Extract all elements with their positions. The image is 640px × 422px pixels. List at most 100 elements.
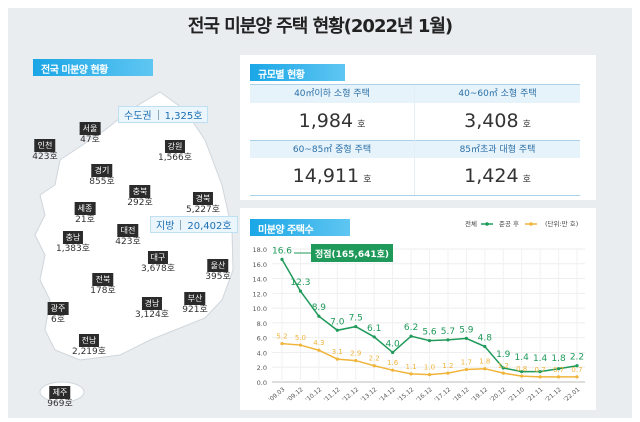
capital-label: 수도권 — [124, 111, 152, 122]
region-value: 47호 — [80, 135, 100, 145]
x-tick-label: '17.12 — [433, 386, 452, 404]
y-tick-label: 0.0 — [257, 379, 267, 387]
y-tick-label: 8.0 — [257, 320, 267, 328]
region-value: 395호 — [205, 272, 231, 282]
x-tick-label: '12.12 — [341, 386, 360, 404]
region-label: 경남 3,124호 — [135, 295, 169, 321]
data-point — [391, 368, 395, 372]
region-name: 경기 — [91, 164, 113, 177]
region-value: 423호 — [115, 237, 141, 247]
data-label: 1.2 — [442, 362, 453, 370]
x-tick-label: '09.12 — [286, 386, 305, 404]
data-point — [409, 372, 413, 376]
data-point — [372, 364, 376, 368]
data-label: 0.8 — [516, 365, 527, 373]
data-point — [538, 375, 542, 379]
region-value: 3,678호 — [140, 264, 176, 274]
data-point — [280, 341, 284, 346]
data-label: 1.7 — [461, 358, 472, 366]
region-label: 부산 921호 — [182, 290, 208, 316]
region-value: 969호 — [47, 399, 73, 409]
data-point — [427, 339, 432, 343]
region-label: 세종 21호 — [74, 200, 96, 226]
data-label: 2.2 — [570, 353, 584, 363]
region-name: 대구 — [147, 251, 169, 264]
size-label: 40㎡이하 소형 주택 — [250, 85, 414, 103]
data-point — [372, 335, 376, 339]
data-label: 1.4 — [515, 353, 530, 363]
region-name: 광주 — [47, 302, 69, 315]
data-point — [538, 370, 542, 374]
data-point — [464, 336, 468, 341]
region-value: 3,124호 — [134, 310, 170, 320]
region-value: 292호 — [127, 198, 153, 208]
legend-marker — [529, 222, 533, 226]
data-label: 5.6 — [422, 328, 437, 338]
capital-value: 1,325호 — [164, 111, 203, 122]
region-value: 178호 — [90, 286, 116, 296]
region-name: 인천 — [34, 139, 56, 152]
x-tick-label: '11.12 — [323, 386, 342, 404]
region-label: 경기 855호 — [89, 162, 115, 188]
size-cell: 40~60㎡ 소형 주택 3,408 호 — [415, 85, 580, 140]
data-label: 1.6 — [387, 359, 399, 367]
size-value: 1,424 — [464, 165, 519, 187]
data-point — [520, 370, 524, 374]
data-label: 1.0 — [424, 364, 435, 372]
x-tick-label: '09.03 — [267, 386, 286, 404]
region-label: 대전 423호 — [115, 222, 141, 248]
data-point — [446, 338, 450, 342]
data-point — [298, 343, 303, 347]
legend-label: 전체 — [465, 219, 477, 228]
data-label: 2.2 — [369, 355, 380, 363]
region-name: 제주 — [49, 386, 71, 399]
data-label: 4.8 — [478, 334, 493, 344]
data-label: 1.1 — [405, 363, 416, 371]
region-label: 충북 292호 — [127, 183, 153, 209]
map-tag: 전국 미분양 현황 — [33, 59, 153, 76]
y-tick-label: 4.0 — [257, 349, 267, 357]
region-value: 1,566호 — [157, 153, 193, 163]
page-title: 전국 미분양 주택 현황(2022년 1월) — [187, 16, 453, 37]
region-name: 울산 — [207, 259, 229, 272]
data-point — [354, 358, 358, 363]
data-point — [280, 257, 284, 261]
region-label: 경북 5,227호 — [186, 190, 220, 216]
data-point — [483, 367, 487, 371]
data-label: 0.7 — [553, 366, 564, 374]
size-label: 60~85㎡ 중형 주택 — [250, 140, 414, 158]
data-label: 1.2 — [498, 362, 509, 370]
y-tick-label: 18.0 — [253, 246, 267, 254]
peak-annotation-box — [311, 244, 393, 262]
legend-marker — [485, 222, 489, 226]
data-label: 2.9 — [350, 350, 361, 358]
region-name: 서울 — [79, 122, 101, 135]
unit-note: (단위:만 호) — [545, 219, 578, 228]
x-tick-label: '20.12 — [489, 386, 508, 404]
size-cell: 40㎡이하 소형 주택 1,984 호 — [250, 85, 415, 140]
x-tick-label: '10.12 — [304, 386, 323, 404]
data-label: 3.1 — [332, 348, 343, 356]
data-point — [575, 375, 579, 379]
data-label: 5.0 — [295, 334, 306, 342]
x-tick-label: '13.12 — [360, 386, 379, 404]
data-point — [427, 373, 432, 377]
region-label: 울산 395호 — [205, 257, 231, 283]
y-tick-label: 10.0 — [253, 305, 267, 313]
data-label: 8.9 — [312, 303, 327, 313]
region-label: 서울 47호 — [79, 120, 101, 146]
size-unit: 호 — [363, 175, 372, 185]
data-label: 1.8 — [479, 358, 490, 366]
x-tick-label: '19.12 — [470, 386, 489, 404]
data-label: 1.4 — [533, 354, 548, 364]
region-label: 전북 178호 — [90, 271, 116, 297]
region-name: 전남 — [78, 334, 100, 347]
x-tick-label: '22.01 — [562, 386, 581, 404]
data-point — [520, 374, 524, 378]
region-value: 6호 — [50, 315, 66, 325]
data-label: 6.2 — [404, 323, 418, 333]
region-value: 921호 — [182, 305, 208, 315]
y-tick-label: 2.0 — [257, 364, 267, 372]
data-point — [556, 375, 561, 379]
